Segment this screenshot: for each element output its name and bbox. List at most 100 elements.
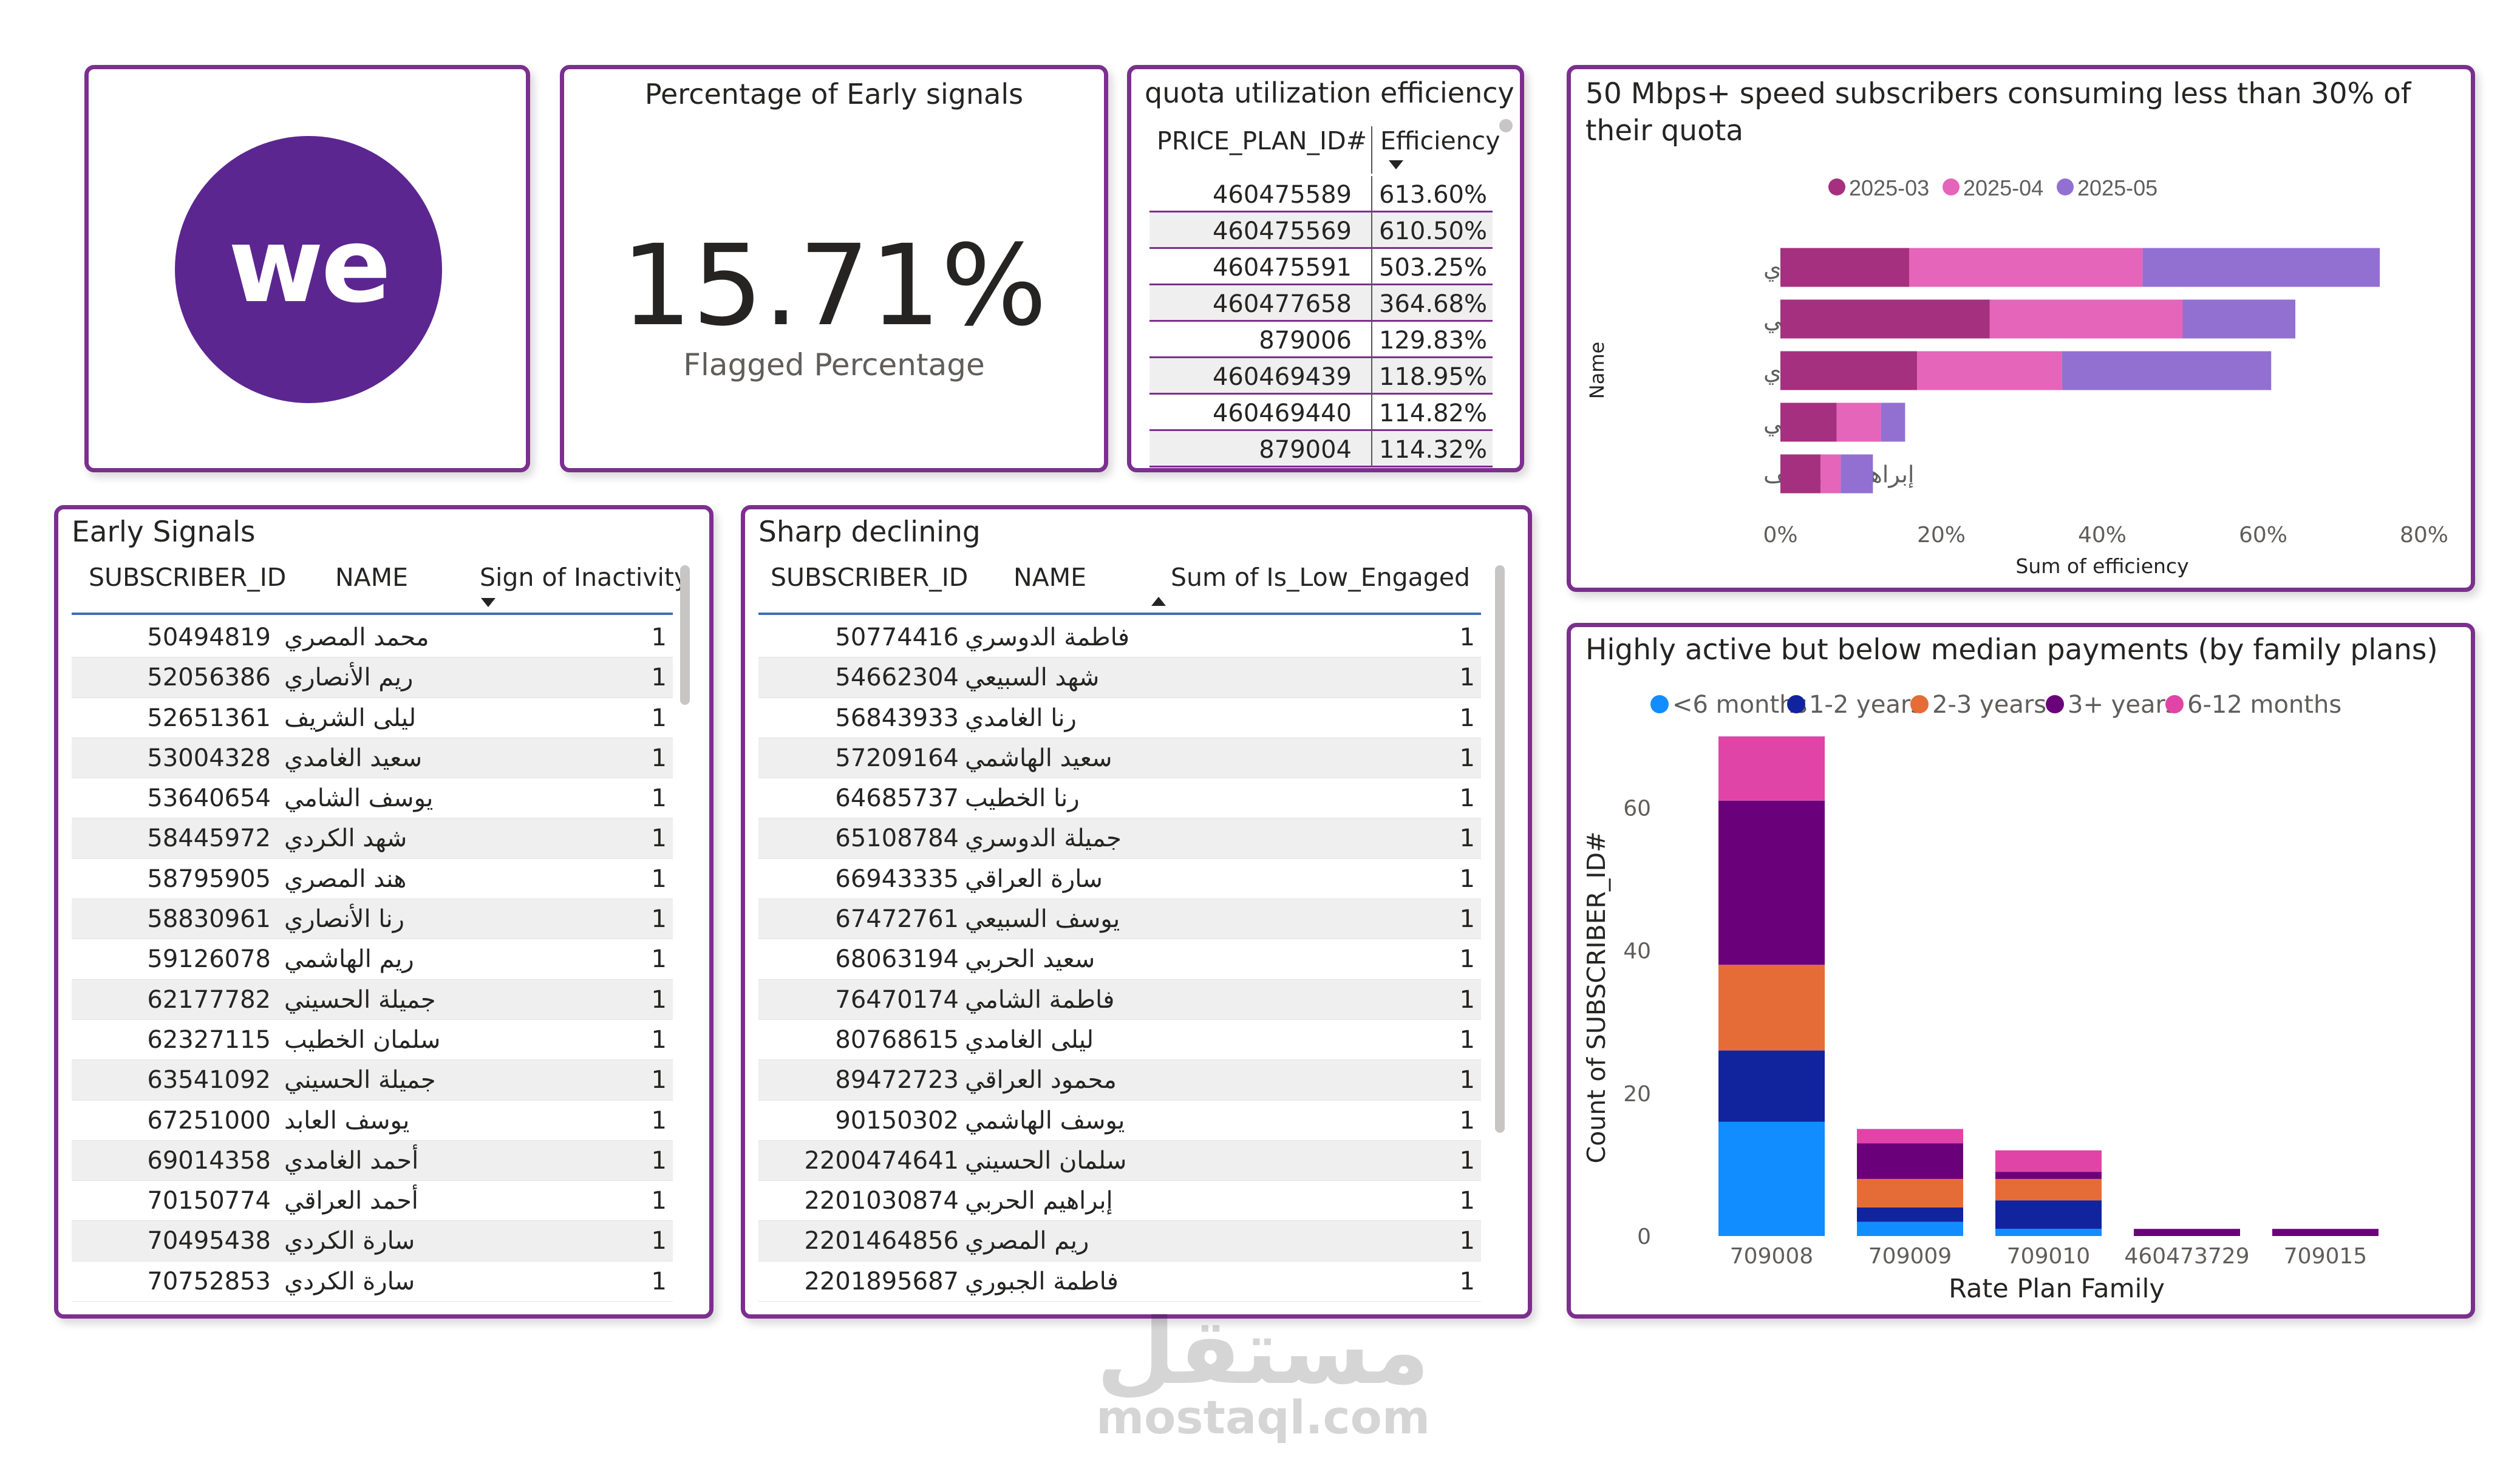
column-header-sign-of-inactivity[interactable]: Sign of Inactivity <box>480 563 689 592</box>
table-row[interactable]: 64685737 رنا الخطيب 1 <box>758 778 1481 819</box>
table-row[interactable]: 58445972 شهد الكردي 1 <box>72 818 673 859</box>
bar-segment[interactable] <box>1857 1129 1963 1144</box>
bar-segment[interactable] <box>1881 402 1905 442</box>
table-row[interactable]: 2200474641 سلمان الحسيني 1 <box>758 1140 1481 1181</box>
table-row[interactable]: 70495438 سارة الكردي 1 <box>72 1221 673 1262</box>
table-row[interactable]: 76470174 فاطمة الشامي 1 <box>758 979 1481 1020</box>
bar-segment[interactable] <box>1857 1178 1963 1207</box>
bar-segment[interactable] <box>1780 299 1990 339</box>
legend-marker[interactable] <box>2057 178 2074 195</box>
table-row[interactable]: 52651361 ليلى الشريف 1 <box>72 698 673 738</box>
table-row[interactable]: 80768615 ليلى الغامدي 1 <box>758 1020 1481 1061</box>
bar-segment[interactable] <box>1780 248 1909 287</box>
bar-segment[interactable] <box>1995 1178 2102 1201</box>
bar-segment[interactable] <box>1989 299 2183 339</box>
table-row[interactable]: 460477658 364.68% <box>1149 285 1493 322</box>
column-header-name[interactable]: NAME <box>335 563 408 592</box>
bar-segment[interactable] <box>1857 1221 1963 1236</box>
bar-segment[interactable] <box>1995 1150 2102 1172</box>
table-row[interactable]: 53004328 سعيد الغامدي 1 <box>72 738 673 779</box>
table-row[interactable]: 63541092 جميلة الحسيني 1 <box>72 1060 673 1101</box>
table-row[interactable]: 90150302 يوسف الهاشمي 1 <box>758 1101 1481 1141</box>
bar-segment[interactable] <box>1917 351 2062 390</box>
table-row[interactable]: 460475591 503.25% <box>1149 249 1493 285</box>
table-row[interactable]: 57209164 سعيد الهاشمي 1 <box>758 738 1481 779</box>
table-row[interactable]: 67472761 يوسف السبيعي 1 <box>758 899 1481 940</box>
bar-segment[interactable] <box>1995 1229 2102 1236</box>
sort-ascending-icon[interactable] <box>1151 597 1166 606</box>
legend-marker[interactable] <box>2165 695 2184 713</box>
table-row[interactable]: 89472723 محمود العراقي 1 <box>758 1060 1481 1101</box>
table-row[interactable]: 56843933 رنا الغامدي 1 <box>758 698 1481 738</box>
table-row[interactable]: 460475569 610.50% <box>1149 212 1493 249</box>
table-row[interactable]: 53640654 يوسف الشامي 1 <box>72 778 673 819</box>
table-row[interactable]: 70752853 سارة الكردي 1 <box>72 1262 673 1302</box>
table-row[interactable]: 879004 114.32% <box>1149 431 1493 467</box>
table-row[interactable]: 50494819 محمد المصري 1 <box>72 617 673 658</box>
legend-marker[interactable] <box>1943 178 1960 195</box>
table-row[interactable]: 59126078 ريم الهاشمي 1 <box>72 939 673 980</box>
scrollbar-thumb[interactable] <box>1495 565 1505 1133</box>
column-header-subscriber-id[interactable]: SUBSCRIBER_ID <box>771 563 969 592</box>
table-row[interactable]: 66943335 سارة العراقي 1 <box>758 859 1481 900</box>
bar-segment[interactable] <box>2142 248 2380 287</box>
bar-segment[interactable] <box>2272 1229 2379 1236</box>
bar-segment[interactable] <box>1780 402 1837 442</box>
sharp-declining-card[interactable]: Sharp declining SUBSCRIBER_ID NAME Sum o… <box>741 505 1532 1319</box>
table-row[interactable]: 65108784 جميلة الدوسري 1 <box>758 818 1481 859</box>
bar-segment[interactable] <box>2134 1229 2240 1236</box>
bar-segment[interactable] <box>1857 1143 1963 1179</box>
sort-descending-icon[interactable] <box>1389 160 1403 169</box>
bar-segment[interactable] <box>1857 1207 1963 1222</box>
column-header-name[interactable]: NAME <box>1013 563 1086 592</box>
bar-segment[interactable] <box>1820 454 1841 494</box>
bar-segment[interactable] <box>1995 1200 2102 1229</box>
table-row[interactable]: 460475589 613.60% <box>1149 176 1493 212</box>
table-row[interactable]: 460469440 114.82% <box>1149 395 1493 431</box>
table-row[interactable]: 69014358 أحمد الغامدي 1 <box>72 1140 673 1181</box>
family-plans-chart-card[interactable]: Highly active but below median payments … <box>1567 623 2475 1319</box>
bar-segment[interactable] <box>1718 1121 1825 1236</box>
table-row[interactable]: 879006 129.83% <box>1149 322 1493 358</box>
table-row[interactable]: 2201895687 فاطمة الجبوري 1 <box>758 1262 1481 1302</box>
table-row[interactable]: 58830961 رنا الأنصاري 1 <box>72 899 673 940</box>
bar-segment[interactable] <box>1836 402 1881 442</box>
table-row[interactable]: 50774416 فاطمة الدوسري 1 <box>758 617 1481 658</box>
bar-segment[interactable] <box>1780 454 1821 494</box>
bar-segment[interactable] <box>1780 351 1918 390</box>
legend-marker[interactable] <box>1787 695 1805 713</box>
legend-marker[interactable] <box>1910 695 1929 713</box>
table-row[interactable]: 2201464856 ريم المصري 1 <box>758 1221 1481 1262</box>
bar-segment[interactable] <box>1718 1050 1825 1122</box>
bar-segment[interactable] <box>1718 965 1825 1051</box>
bar-segment[interactable] <box>1718 736 1825 801</box>
table-row[interactable]: 54662304 شهد السبيعي 1 <box>758 657 1481 698</box>
quota-table-card[interactable]: quota utilization efficiency PRICE_PLAN_… <box>1127 65 1524 472</box>
bar-segment[interactable] <box>1718 800 1825 965</box>
column-header-subscriber-id[interactable]: SUBSCRIBER_ID <box>89 563 287 592</box>
table-row[interactable]: 2201030874 إبراهيم الحربي 1 <box>758 1181 1481 1221</box>
bar-segment[interactable] <box>1909 248 2143 287</box>
column-header-price-plan[interactable]: PRICE_PLAN_ID# <box>1157 126 1367 155</box>
table-row[interactable]: 58795905 هند المصري 1 <box>72 859 673 900</box>
speed-subscribers-chart-card[interactable]: 50 Mbps+ speed subscribers consuming les… <box>1567 65 2475 592</box>
kpi-card[interactable]: Percentage of Early signals 15.71% Flagg… <box>560 65 1108 472</box>
legend-marker[interactable] <box>1828 178 1845 195</box>
sort-descending-icon[interactable] <box>481 598 495 607</box>
column-header-sum-of-is-low-engaged[interactable]: Sum of Is_Low_Engaged <box>1171 563 1471 592</box>
scrollbar-thumb[interactable] <box>680 565 690 705</box>
table-row[interactable]: 62327115 سلمان الخطيب 1 <box>72 1020 673 1061</box>
bar-segment[interactable] <box>2182 299 2296 339</box>
legend-marker[interactable] <box>1650 695 1669 713</box>
column-header-efficiency[interactable]: Efficiency <box>1380 126 1500 155</box>
legend-marker[interactable] <box>2046 695 2064 713</box>
early-signals-card[interactable]: Early Signals SUBSCRIBER_ID NAME Sign of… <box>54 505 713 1319</box>
table-row[interactable]: 68063194 سعيد الحربي 1 <box>758 939 1481 980</box>
table-row[interactable]: 70150774 أحمد العراقي 1 <box>72 1181 673 1221</box>
table-row[interactable]: 52056386 ريم الأنصاري 1 <box>72 657 673 698</box>
bar-segment[interactable] <box>2062 351 2272 390</box>
scrollbar-thumb[interactable] <box>1499 119 1513 132</box>
bar-segment[interactable] <box>1841 454 1873 494</box>
table-row[interactable]: 460469439 118.95% <box>1149 358 1493 395</box>
table-row[interactable]: 67251000 يوسف العابد 1 <box>72 1101 673 1141</box>
